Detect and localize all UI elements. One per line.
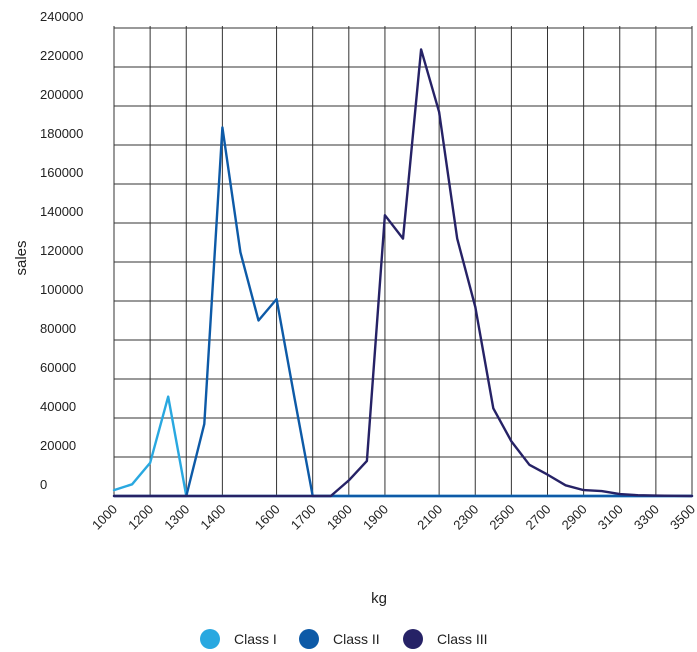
legend-marker-class-i xyxy=(200,629,220,649)
y-tick-label: 0 xyxy=(40,477,47,492)
y-tick-label: 20000 xyxy=(40,438,76,453)
y-tick-label: 80000 xyxy=(40,321,76,336)
x-tick-label: 1600 xyxy=(252,502,283,533)
grid xyxy=(113,26,693,497)
series-line-class-i xyxy=(112,395,694,498)
y-tick-label: 140000 xyxy=(40,204,83,219)
x-tick-label: 1000 xyxy=(89,502,120,533)
x-tick-label: 2700 xyxy=(523,502,554,533)
x-tick-label: 1800 xyxy=(324,502,355,533)
x-tick-label: 3100 xyxy=(595,502,626,533)
y-tick-labels: 0 20000 40000 60000 80000 100000 120000 140000 1… xyxy=(40,9,83,492)
x-tick-label: 3300 xyxy=(631,502,662,533)
y-axis-title: sales xyxy=(13,240,30,275)
x-axis-title: kg xyxy=(371,590,387,607)
legend-label-class-ii: Class II xyxy=(333,631,380,647)
x-tick-label: 1400 xyxy=(197,502,228,533)
x-tick-label: 2300 xyxy=(450,502,481,533)
series-line-class-ii xyxy=(112,126,694,498)
legend-label-class-i: Class I xyxy=(234,631,277,647)
legend-marker-class-ii xyxy=(299,629,319,649)
y-tick-label: 240000 xyxy=(40,9,83,24)
legend-marker-class-iii xyxy=(403,629,423,649)
y-tick-label: 120000 xyxy=(40,243,83,258)
x-tick-label: 2900 xyxy=(559,502,590,533)
y-tick-label: 220000 xyxy=(40,48,83,63)
x-tick-label: 1900 xyxy=(360,502,391,533)
x-tick-labels: 1000 1200 1300 1400 1600 1700 1800 1900 2100 2300… xyxy=(89,502,697,533)
y-tick-label: 180000 xyxy=(40,126,83,141)
y-tick-label: 40000 xyxy=(40,399,76,414)
y-tick-label: 100000 xyxy=(40,282,83,297)
series-line-class-iii xyxy=(112,48,694,498)
x-tick-label: 1700 xyxy=(288,502,319,533)
series-lines xyxy=(112,48,694,498)
y-tick-label: 200000 xyxy=(40,87,83,102)
legend: Class I Class II Class III xyxy=(200,629,488,649)
y-tick-label: 160000 xyxy=(40,165,83,180)
x-tick-label: 2500 xyxy=(486,502,517,533)
x-tick-label: 2100 xyxy=(414,502,445,533)
y-tick-label: 60000 xyxy=(40,360,76,375)
legend-label-class-iii: Class III xyxy=(437,631,488,647)
x-tick-label: 1200 xyxy=(125,502,156,533)
x-tick-label: 1300 xyxy=(161,502,192,533)
x-tick-label: 3500 xyxy=(667,502,697,533)
